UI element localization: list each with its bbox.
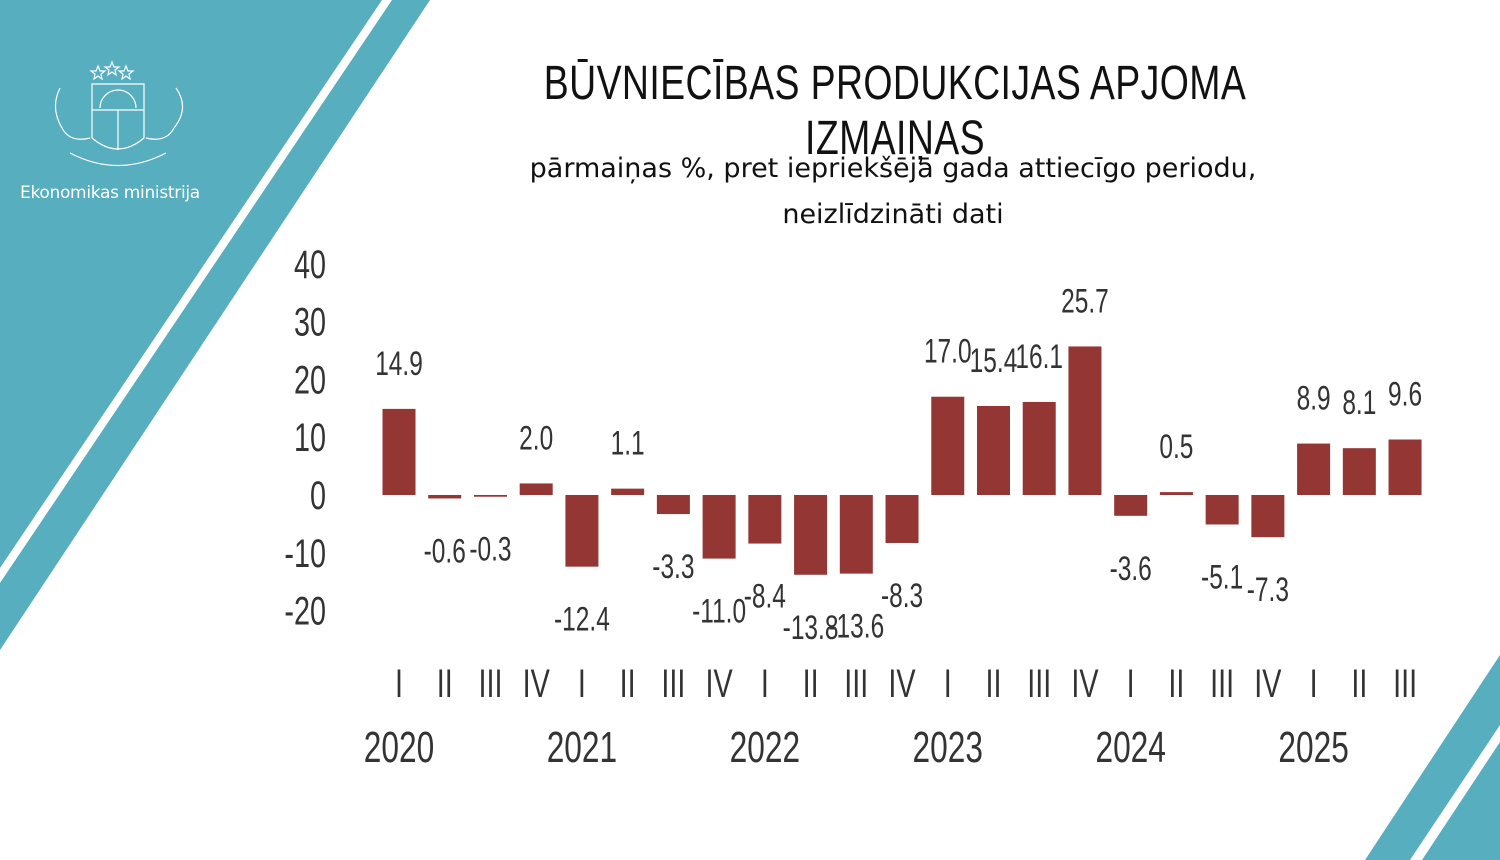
quarter-label: II [1351,661,1367,706]
bar [519,483,553,495]
data-label: 14.9 [375,345,423,383]
data-label: 16.1 [1015,338,1063,376]
year-label: 2025 [1278,723,1348,772]
bar [885,495,919,543]
data-label: 9.6 [1388,376,1422,414]
bar [1251,495,1285,538]
year-label: 2020 [364,723,434,772]
data-label: -3.3 [652,548,694,586]
data-label: 17.0 [924,333,972,371]
subtitle-line-1: pārmaiņas %, pret iepriekšējā gada attie… [529,153,1257,184]
bar [702,495,736,559]
right-teal-corner [1422,742,1500,860]
data-label: 8.9 [1297,380,1331,418]
bar [794,495,828,575]
quarter-label: I [944,661,952,706]
bar [382,408,416,495]
ministry-name: Ekonomikas ministrija [20,183,200,203]
data-label: 1.1 [611,425,645,463]
left-teal-stripe [0,0,430,650]
data-label: 25.7 [1061,283,1109,321]
data-label: 15.4 [970,342,1018,380]
bar [1388,439,1422,495]
bar [428,495,462,499]
data-label: -5.1 [1201,559,1243,597]
data-label: -3.6 [1110,550,1152,588]
data-label: -0.3 [469,531,511,569]
data-label: -13.8 [783,609,839,647]
bar [1159,492,1193,495]
quarter-label: I [761,661,769,706]
year-label: 2023 [913,723,983,772]
quarter-label: II [620,661,636,706]
quarter-label: I [578,661,586,706]
y-tick-label: 30 [294,300,326,345]
quarter-label: II [985,661,1001,706]
coat-of-arms-logo [54,60,184,166]
data-label: -7.3 [1247,571,1289,609]
chart-title: BŪVNIECĪBAS PRODUKCIJAS APJOMA IZMAIŅAS [543,57,1247,165]
data-label: 8.1 [1342,384,1376,422]
data-label: -8.4 [744,578,786,616]
bar [748,495,782,544]
year-label: 2021 [547,723,617,772]
y-tick-label: 40 [294,242,326,287]
bar [1022,401,1056,495]
bar [1342,448,1376,495]
y-tick-label: -20 [284,589,326,634]
bar [1114,495,1148,516]
quarter-label: III [1027,661,1051,706]
bar [473,495,507,497]
quarter-label: I [395,661,403,706]
quarter-label: IV [1071,661,1099,706]
quarter-label: IV [706,661,734,706]
quarter-label: III [478,661,502,706]
bar [976,405,1010,495]
right-teal-stripe [1365,655,1500,860]
y-tick-label: -10 [284,531,326,576]
chart-subtitle: pārmaiņas %, pret iepriekšējā gada attie… [440,146,1346,238]
left-teal-panel [0,0,382,568]
data-label: -13.6 [828,608,884,646]
quarter-label: III [844,661,868,706]
quarter-label: I [1127,661,1135,706]
data-label: 2.0 [519,420,553,458]
subtitle-line-2: neizlīdzināti dati [782,199,1004,230]
data-label: -0.6 [424,533,466,571]
quarter-label: III [661,661,685,706]
y-tick-label: 10 [294,416,326,461]
data-label: -12.4 [554,601,610,639]
y-tick-label: 0 [310,473,326,518]
y-tick-label: 20 [294,358,326,403]
bar [1068,346,1102,495]
quarter-label: I [1310,661,1318,706]
quarter-label: II [803,661,819,706]
bar [931,396,965,495]
data-label: -8.3 [881,577,923,615]
bar [1297,443,1331,495]
data-label: -11.0 [692,593,746,631]
bar [656,495,690,515]
bar [839,495,873,574]
quarter-label: III [1210,661,1234,706]
quarter-label: II [1168,661,1184,706]
bar [611,488,645,495]
quarter-label: III [1393,661,1417,706]
bar [565,495,599,567]
quarter-label: IV [523,661,551,706]
bar [1205,495,1239,525]
quarter-label: II [437,661,453,706]
quarter-label: IV [888,661,916,706]
year-label: 2024 [1095,723,1165,772]
data-label: 0.5 [1159,428,1193,466]
year-label: 2022 [730,723,800,772]
quarter-label: IV [1254,661,1282,706]
